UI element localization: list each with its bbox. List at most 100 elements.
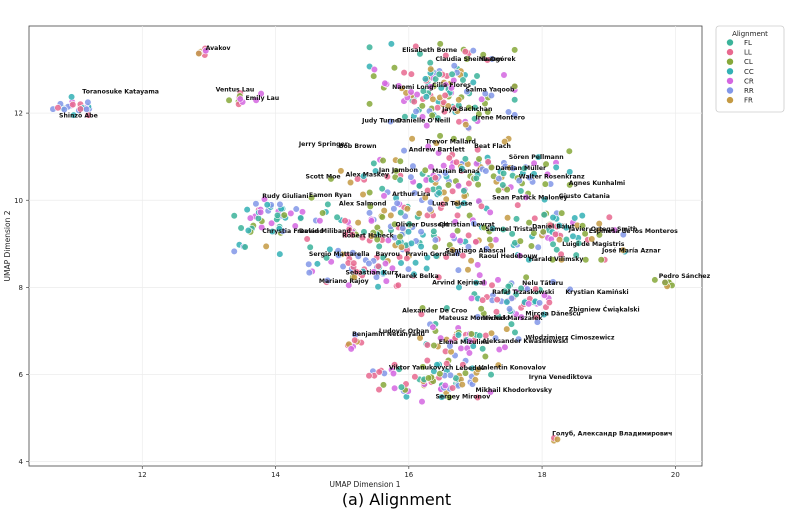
annotation-label: Arthur Lira	[392, 191, 430, 198]
data-point	[367, 232, 376, 240]
data-point	[553, 246, 561, 254]
data-point	[422, 93, 430, 101]
data-point	[479, 345, 487, 353]
data-point	[530, 159, 538, 167]
data-point	[359, 190, 367, 199]
data-point	[449, 384, 457, 392]
data-point	[522, 273, 530, 281]
data-point	[540, 291, 549, 299]
data-point	[244, 226, 252, 235]
data-point	[578, 211, 586, 220]
data-point	[476, 271, 484, 279]
annotation-label: Włodzimierz Cimoszewicz	[525, 335, 614, 342]
data-point	[419, 87, 428, 95]
data-point	[412, 107, 420, 116]
legend-marker	[726, 77, 734, 85]
data-point	[552, 163, 560, 171]
data-point	[463, 88, 471, 96]
data-point	[443, 359, 451, 368]
data-point	[454, 331, 463, 339]
data-point	[365, 43, 374, 51]
data-point	[306, 243, 314, 251]
data-point	[426, 59, 434, 67]
data-point	[319, 209, 327, 217]
data-point	[416, 334, 424, 342]
data-point	[313, 260, 321, 268]
data-point	[504, 108, 513, 116]
data-point	[430, 341, 438, 350]
data-point	[477, 305, 485, 313]
annotation-label: Bob Brown	[339, 143, 377, 150]
data-point	[412, 42, 420, 50]
annotation-label: Sebastian Kurz	[346, 269, 399, 276]
annotation-label: Eamon Ryan	[309, 192, 352, 199]
data-point	[455, 283, 463, 292]
annotation-label: Luca Telese	[432, 200, 472, 207]
legend-marker	[726, 68, 734, 75]
data-point	[484, 108, 492, 116]
data-point	[380, 207, 388, 215]
data-point	[461, 155, 469, 163]
annotation-label: Naomi Long	[392, 84, 433, 91]
data-point	[404, 265, 413, 273]
data-point	[483, 56, 492, 64]
legend-marker	[726, 48, 734, 56]
data-point	[530, 229, 538, 237]
data-point	[424, 374, 433, 382]
data-point	[582, 256, 590, 264]
data-point	[441, 381, 449, 390]
data-point	[423, 341, 432, 349]
annotation-label: Harald Vilimsky	[529, 256, 584, 263]
data-point	[381, 79, 389, 87]
data-point	[471, 115, 479, 123]
data-point	[511, 328, 519, 336]
data-point	[472, 238, 480, 246]
data-point	[410, 189, 419, 197]
data-point	[382, 277, 390, 285]
data-point	[432, 252, 440, 260]
data-point	[397, 208, 405, 217]
data-point	[375, 242, 383, 250]
data-point	[267, 219, 276, 227]
data-point	[365, 372, 373, 380]
data-point	[346, 178, 355, 187]
data-point	[479, 296, 487, 304]
data-point	[551, 230, 560, 238]
annotation-label: Sergio Mattarella	[309, 251, 370, 258]
annotation-label: Walter Rosenkranz	[519, 173, 585, 180]
data-point	[549, 213, 557, 222]
data-point	[384, 236, 392, 245]
data-point	[427, 198, 435, 206]
legend-entry-label: CR	[744, 77, 754, 85]
data-point	[427, 83, 435, 91]
data-point	[474, 313, 482, 321]
data-point	[443, 304, 451, 312]
annotation-label: Michał Marszałek	[482, 315, 543, 322]
data-point	[386, 117, 395, 126]
legend-entry-label: FL	[744, 39, 752, 47]
data-point	[432, 139, 440, 147]
data-point	[373, 235, 381, 244]
point-annotations: Toranosuke Katayama Shinzō Abe Avakov Ventu…	[59, 45, 711, 438]
data-point	[558, 209, 566, 217]
annotation-label: Olivier Dussopt	[395, 221, 449, 228]
data-point	[263, 201, 271, 209]
data-point	[437, 84, 445, 92]
data-point	[387, 211, 395, 219]
data-point	[501, 287, 509, 295]
annotation-label: David Miliband	[299, 228, 351, 235]
data-point	[397, 383, 406, 391]
legend-entry-label: LL	[744, 49, 752, 57]
annotation-label: Jan Jambon	[378, 167, 418, 174]
data-point	[447, 348, 455, 356]
data-point	[464, 243, 473, 251]
annotation-label: Irene Montero	[475, 115, 525, 122]
data-point	[453, 227, 462, 235]
data-point	[436, 40, 444, 48]
data-point	[499, 181, 507, 189]
data-point	[504, 282, 512, 291]
annotation-label: Trevor Mallard	[425, 139, 476, 146]
x-tick-label: 18	[538, 471, 547, 479]
annotation-label: Jaya Bachchan	[441, 106, 492, 113]
data-point	[486, 208, 494, 216]
